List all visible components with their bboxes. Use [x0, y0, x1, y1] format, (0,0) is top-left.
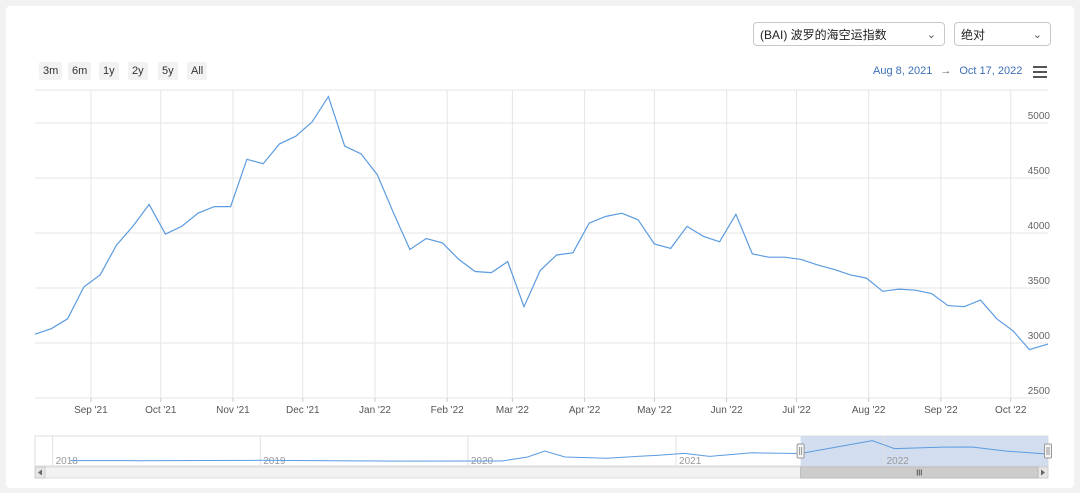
- navigator-tick-label: 2022: [887, 456, 910, 467]
- x-tick-label: Oct '21: [145, 405, 177, 416]
- range-button-all[interactable]: All: [187, 62, 208, 80]
- mode-select[interactable]: 绝对 ⌄: [954, 22, 1051, 46]
- x-tick-label: May '22: [637, 405, 672, 416]
- navigator-series-line: [70, 440, 1049, 462]
- chevron-down-icon: ⌄: [926, 29, 936, 41]
- mode-select-value: 绝对: [961, 28, 986, 42]
- navigator-tick-label: 2018: [56, 456, 79, 467]
- grid: [35, 89, 1048, 402]
- index-select[interactable]: (BAI) 波罗的海空运指数 ⌄: [753, 22, 945, 46]
- x-tick-label: Aug '22: [852, 405, 886, 416]
- navigator-right-handle[interactable]: [1044, 443, 1052, 459]
- date-to[interactable]: Oct 17, 2022: [959, 65, 1023, 77]
- x-tick-label: Sep '21: [74, 405, 108, 416]
- chevron-down-icon: ⌄: [1032, 29, 1042, 41]
- series-line: [34, 95, 1049, 351]
- x-tick-label: Mar '22: [496, 405, 529, 416]
- x-tick-label: Apr '22: [569, 405, 601, 416]
- y-tick-label: 2500: [1028, 386, 1051, 397]
- navigator-tick-label: 2021: [679, 456, 702, 467]
- range-button-1y[interactable]: 1y: [99, 62, 119, 80]
- date-separator: →: [940, 65, 952, 77]
- x-tick-label: Jul '22: [782, 405, 811, 416]
- arrow-right-icon: [1041, 469, 1045, 476]
- x-tick-label: Oct '22: [995, 405, 1027, 416]
- range-button-3m[interactable]: 3m: [39, 62, 63, 80]
- hamburger-menu-icon[interactable]: [1033, 66, 1047, 78]
- y-tick-label: 5000: [1028, 111, 1051, 122]
- navigator: 2018 2019 2020 2021 2022: [34, 435, 1052, 479]
- y-tick-label: 4000: [1028, 221, 1051, 232]
- date-range: Aug 8, 2021 → Oct 17, 2022: [873, 65, 1022, 77]
- x-tick-label: Nov '21: [216, 405, 250, 416]
- x-tick-label: Sep '22: [924, 405, 958, 416]
- range-button-2y[interactable]: 2y: [128, 62, 148, 80]
- range-button-6m[interactable]: 6m: [68, 62, 92, 80]
- x-tick-label: Dec '21: [286, 405, 320, 416]
- arrow-left-icon: [38, 469, 42, 476]
- y-tick-label: 3000: [1028, 331, 1051, 342]
- x-axis-labels: Sep '21 Oct '21 Nov '21 Dec '21 Jan '22 Feb '…: [74, 405, 1027, 416]
- chart-card: [6, 6, 1074, 488]
- x-tick-label: Feb '22: [431, 405, 464, 416]
- x-tick-label: Jan '22: [359, 405, 391, 416]
- y-axis-labels: 2500 3000 3500 4000 4500 5000: [1028, 111, 1051, 397]
- navigator-tick-label: 2019: [263, 456, 286, 467]
- index-select-value: (BAI) 波罗的海空运指数: [760, 28, 887, 42]
- navigator-left-handle[interactable]: [796, 443, 805, 459]
- y-tick-label: 3500: [1028, 276, 1051, 287]
- date-from[interactable]: Aug 8, 2021: [873, 65, 933, 77]
- range-button-5y[interactable]: 5y: [158, 62, 178, 80]
- y-tick-label: 4500: [1028, 166, 1051, 177]
- x-tick-label: Jun '22: [711, 405, 743, 416]
